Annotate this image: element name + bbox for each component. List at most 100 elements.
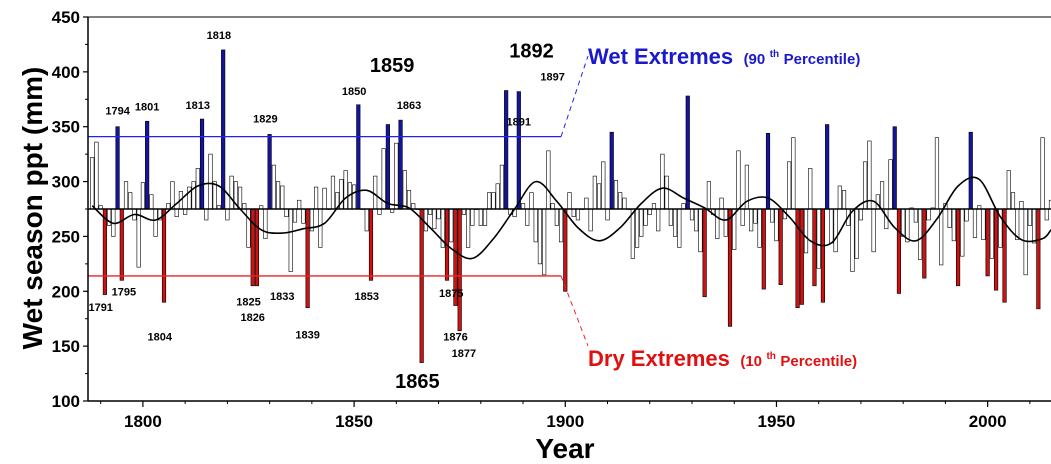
bar-1970: [858, 208, 864, 221]
bar-1991: [947, 208, 952, 228]
year-label-1825: 1825: [236, 297, 260, 309]
year-label-1813: 1813: [186, 100, 210, 112]
y-tick-label-150: 150: [52, 337, 80, 356]
bar-1810: [183, 208, 188, 215]
bar-1993: [955, 208, 961, 287]
year-label-1875: 1875: [439, 288, 463, 300]
dry-extremes-title: Dry Extremes: [588, 346, 730, 371]
bar-1964: [833, 208, 838, 253]
bar-1983: [913, 208, 918, 223]
bar-1923: [660, 153, 665, 210]
bar-1796: [123, 181, 129, 210]
bar-1938: [723, 208, 728, 237]
dry-threshold-leader: [560, 275, 589, 347]
bar-1920: [647, 208, 652, 215]
year-label-1804: 1804: [148, 332, 173, 344]
x-tick-label-2000: 2000: [969, 412, 1007, 431]
bar-1961: [820, 208, 826, 303]
bar-1877: [466, 208, 471, 248]
year-label-1826: 1826: [240, 312, 264, 324]
bar-1953: [787, 161, 792, 210]
bar-1807: [170, 181, 175, 210]
x-tick-label-1800: 1800: [124, 412, 162, 431]
bar-1925: [668, 208, 673, 226]
bar-1955: [795, 208, 800, 309]
bar-1801: [145, 120, 150, 210]
bar-1863: [406, 190, 412, 210]
bar-1806: [166, 203, 171, 210]
bar-1816: [208, 153, 213, 210]
bar-1845: [330, 175, 336, 210]
bar-1969: [854, 208, 859, 259]
bar-1824: [242, 203, 247, 210]
year-label-1876: 1876: [443, 332, 467, 344]
bar-1843: [322, 187, 327, 210]
bar-1894: [537, 208, 543, 265]
bar-1831: [271, 164, 276, 210]
bar-1848: [343, 170, 348, 210]
bar-2002: [994, 208, 999, 291]
bar-1910: [605, 208, 610, 221]
bar-1896: [546, 150, 551, 210]
y-tick-label-350: 350: [52, 118, 80, 137]
bar-1808: [174, 208, 179, 217]
bar-1823: [237, 186, 243, 210]
bar-1864: [411, 203, 416, 210]
bar-1882: [487, 192, 492, 210]
bar-1908: [596, 183, 602, 210]
bar-series: [90, 49, 1051, 363]
bar-1958: [808, 168, 813, 210]
bar-1891: [525, 208, 530, 226]
bar-1992: [951, 208, 956, 242]
bar-1885: [499, 164, 504, 210]
bar-1995: [964, 208, 969, 222]
x-tick-label-1950: 1950: [758, 412, 796, 431]
bar-1909: [601, 161, 606, 210]
year-label-1863: 1863: [397, 100, 421, 112]
bar-2013: [1040, 137, 1045, 210]
x-axis-title: Year: [535, 433, 594, 464]
bar-1966: [841, 190, 847, 210]
year-label-1829: 1829: [253, 113, 277, 125]
bar-1945: [753, 208, 758, 224]
bar-1937: [719, 197, 724, 210]
bar-1927: [677, 208, 682, 248]
bar-1899: [558, 208, 564, 243]
bar-1850: [352, 184, 357, 210]
bar-1854: [368, 208, 374, 281]
bar-1829: [263, 208, 268, 239]
bar-1946: [757, 208, 762, 248]
bar-1821: [229, 175, 234, 210]
year-label-1795: 1795: [112, 287, 136, 299]
bar-1876: [461, 208, 466, 215]
bar-1873: [449, 208, 454, 243]
bar-1802: [149, 194, 154, 210]
y-tick-label-100: 100: [52, 392, 80, 411]
bar-1907: [592, 175, 597, 210]
bar-1934: [706, 181, 711, 210]
bar-1835: [288, 208, 293, 272]
bar-1817: [212, 181, 217, 210]
bar-1862: [402, 170, 407, 210]
bar-1867: [423, 208, 428, 232]
bar-1800: [140, 182, 145, 210]
year-label-1818: 1818: [207, 30, 231, 42]
reference-lines: [88, 55, 1051, 347]
bar-1984: [917, 208, 923, 260]
bar-1898: [554, 208, 559, 226]
bar-1944: [749, 208, 754, 232]
bar-1830: [267, 134, 272, 210]
bar-1960: [816, 208, 821, 269]
bar-1994: [960, 208, 965, 257]
bar-2010: [1027, 208, 1032, 226]
bar-1789: [94, 141, 99, 210]
bar-2005: [1006, 170, 1011, 210]
bar-1912: [613, 180, 619, 210]
y-tick-label-300: 300: [52, 173, 80, 192]
year-label-1877: 1877: [452, 348, 476, 360]
bar-1855: [373, 175, 378, 210]
bar-1917: [634, 208, 640, 248]
bar-1878: [470, 208, 475, 226]
bar-1968: [850, 208, 855, 272]
